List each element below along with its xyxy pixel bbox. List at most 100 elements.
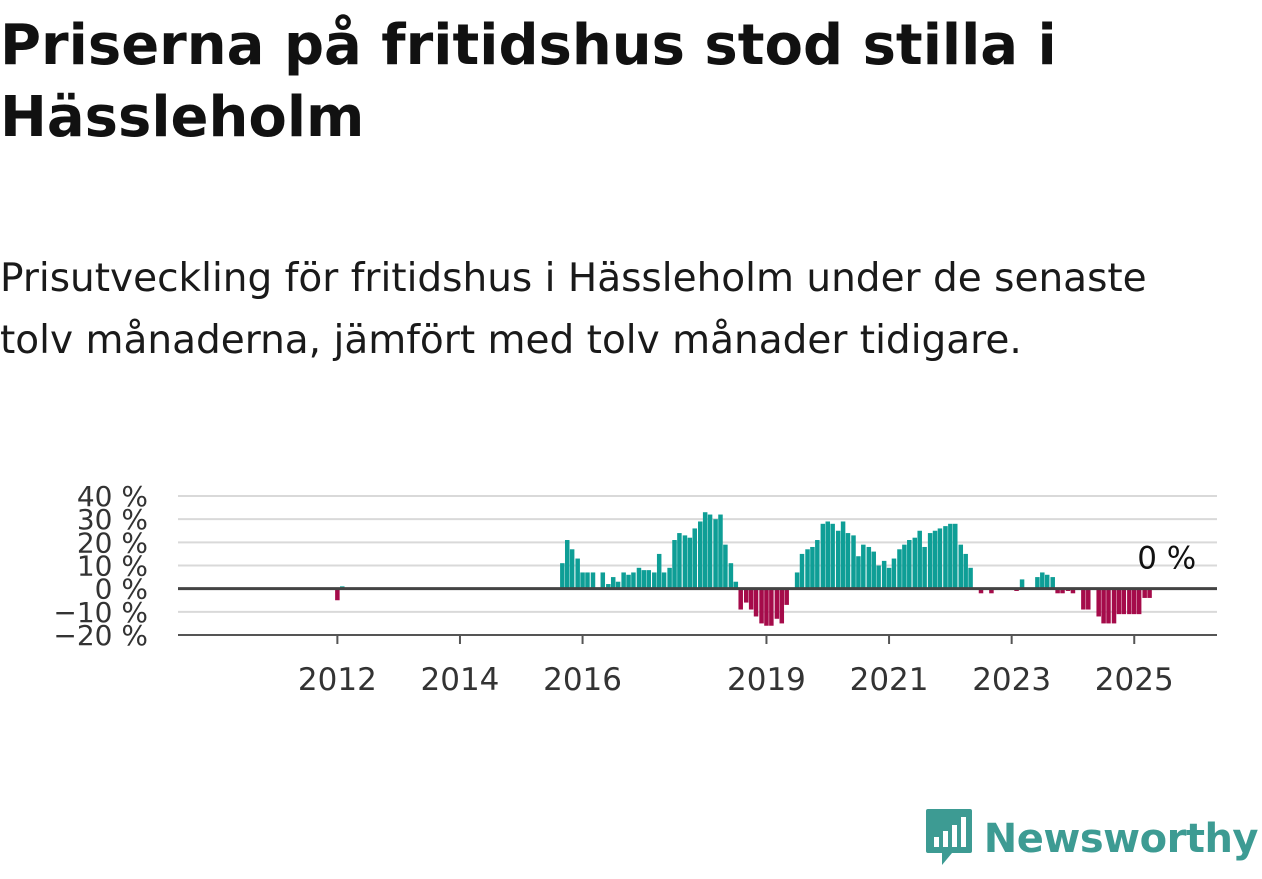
bar xyxy=(570,549,574,588)
bar xyxy=(867,547,871,589)
bar xyxy=(938,528,942,588)
bar xyxy=(657,554,661,589)
bar xyxy=(631,572,635,588)
bar xyxy=(887,568,891,589)
bar xyxy=(672,540,676,589)
bar xyxy=(703,512,707,588)
bar xyxy=(1096,589,1100,617)
x-tick-label: 2016 xyxy=(543,662,622,698)
bar xyxy=(917,531,921,589)
bar xyxy=(784,589,788,605)
bar xyxy=(744,589,748,603)
bar xyxy=(846,533,850,589)
bar xyxy=(1137,589,1141,614)
y-axis-labels: 40 %30 %20 %10 %0 %−10 %−20 % xyxy=(53,480,148,652)
x-tick-label: 2012 xyxy=(298,662,377,698)
bar xyxy=(882,561,886,589)
bar xyxy=(718,515,722,589)
bar xyxy=(815,540,819,589)
bar xyxy=(780,589,784,624)
brand: Newsworthy xyxy=(924,807,1258,871)
bar xyxy=(769,589,773,626)
bar xyxy=(897,549,901,588)
bar xyxy=(810,547,814,589)
bar xyxy=(795,572,799,588)
bar xyxy=(1127,589,1131,614)
bar xyxy=(677,533,681,589)
bar xyxy=(1132,589,1136,614)
bar xyxy=(953,524,957,589)
brand-name: Newsworthy xyxy=(984,816,1258,862)
bar xyxy=(580,572,584,588)
x-tick-label: 2021 xyxy=(850,662,929,698)
bar xyxy=(723,545,727,589)
bar xyxy=(1117,589,1121,614)
bar xyxy=(1086,589,1090,610)
x-axis-labels: 2012 2014 2016 2019 2021 2023 2025 xyxy=(298,662,1174,698)
bar xyxy=(647,570,651,589)
y-tick-label: −20 % xyxy=(53,619,148,652)
bar xyxy=(948,524,952,589)
bar xyxy=(968,568,972,589)
bar xyxy=(1050,577,1054,589)
bar xyxy=(805,549,809,588)
bar xyxy=(738,589,742,610)
gridlines xyxy=(178,496,1217,612)
x-tick-label: 2025 xyxy=(1095,662,1174,698)
bar xyxy=(764,589,768,626)
bar xyxy=(1035,577,1039,589)
bar xyxy=(876,566,880,589)
bar xyxy=(800,554,804,589)
bar xyxy=(861,545,865,589)
bar xyxy=(688,538,692,589)
x-tick-label: 2023 xyxy=(972,662,1051,698)
bar xyxy=(841,521,845,588)
bar xyxy=(826,521,830,588)
bar xyxy=(836,531,840,589)
bar xyxy=(565,540,569,589)
bar xyxy=(611,577,615,589)
chart-subtitle: Prisutveckling för fritidshus i Hässleho… xyxy=(0,248,1180,372)
bar xyxy=(892,559,896,589)
chart-title: Priserna på fritidshus stod stilla i Häs… xyxy=(0,10,1180,154)
x-tick-label: 2014 xyxy=(421,662,500,698)
bar xyxy=(621,572,625,588)
bar xyxy=(692,528,696,588)
bar xyxy=(708,515,712,589)
bars xyxy=(335,512,1152,626)
bar xyxy=(652,572,656,588)
bar xyxy=(662,572,666,588)
bar xyxy=(933,531,937,589)
bar xyxy=(637,568,641,589)
bar xyxy=(856,556,860,588)
bar xyxy=(902,545,906,589)
bar xyxy=(560,563,564,588)
bar xyxy=(585,572,589,588)
bar xyxy=(642,570,646,589)
bar xyxy=(754,589,758,617)
bar xyxy=(1045,575,1049,589)
bar xyxy=(907,540,911,589)
bar xyxy=(851,535,855,588)
bar-chart: 40 %30 %20 %10 %0 %−10 %−20 % 2012 2014 20… xyxy=(0,470,1262,730)
bar xyxy=(928,533,932,589)
bar xyxy=(591,572,595,588)
x-tick-label: 2019 xyxy=(727,662,806,698)
bar xyxy=(830,524,834,589)
bar xyxy=(683,535,687,588)
bar xyxy=(913,538,917,589)
bar xyxy=(959,545,963,589)
bar xyxy=(575,559,579,589)
bar xyxy=(922,547,926,589)
bar xyxy=(749,589,753,610)
bar xyxy=(871,552,875,589)
latest-value-annotation: 0 % xyxy=(1137,541,1196,577)
bar xyxy=(698,521,702,588)
bar xyxy=(713,519,717,589)
bar xyxy=(943,526,947,589)
bar xyxy=(1106,589,1110,624)
bar xyxy=(1040,572,1044,588)
bar xyxy=(335,589,339,601)
bar xyxy=(1081,589,1085,610)
bar xyxy=(1101,589,1105,624)
